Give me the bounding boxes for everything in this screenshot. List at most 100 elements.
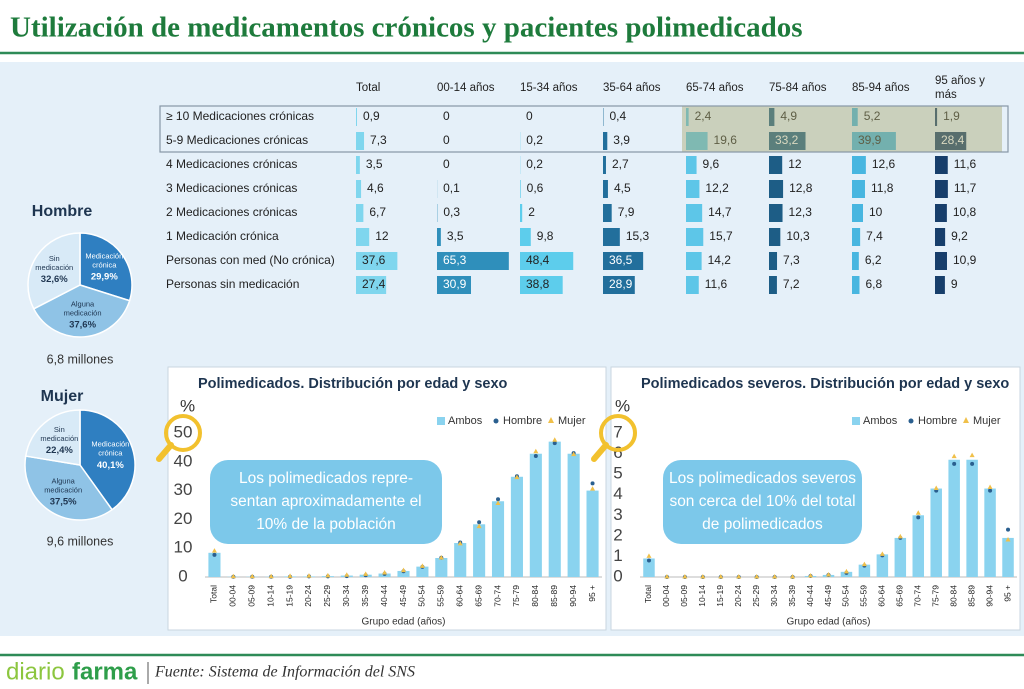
y-tick-label: 5 [613,464,622,483]
cell-bar [852,132,896,150]
point [754,574,760,579]
cell-bar [686,252,702,270]
pie-slice [79,409,136,511]
cell-value: 1,9 [943,109,960,123]
annotation-box [663,460,862,544]
text-line: medicación [44,486,82,495]
magnifier-lens [599,414,637,452]
cell-value: 36,5 [609,253,633,267]
bar [894,537,907,577]
bar [948,459,960,577]
x-tick-label: 90-94 [984,585,994,607]
x-tick-label: 80-84 [530,585,540,607]
cell-value: 3,9 [613,133,630,147]
cell-value: 9,6 [703,157,720,171]
point [287,573,293,578]
pie-slice [24,409,81,466]
point [646,558,651,563]
point [700,574,706,579]
point [325,572,331,578]
cell-value: 14,2 [708,253,732,267]
legend-swatch [437,417,445,425]
point [533,454,538,459]
x-tick-label: 00-04 [661,585,671,607]
y-tick-label: 20 [174,509,193,528]
row-label: 4 Medicaciones crónicas [166,157,297,171]
text-line: Sin [49,254,60,263]
point [736,574,742,579]
cell-bar [520,228,531,246]
annotation-text: son cerca del 10% del total [669,493,855,510]
point [646,553,652,558]
x-tick-label: 50-54 [417,585,427,607]
cell-bar [686,132,708,150]
cell-value: 3,5 [447,229,464,243]
row-label: 2 Medicaciones crónicas [166,205,297,219]
magnifier-handle [591,442,609,462]
legend-swatch [908,418,914,424]
logo-part: farma [72,658,138,685]
cell-bar [686,204,703,222]
x-tick-label: 95 + [1002,585,1012,602]
cell-value: 0,4 [609,109,626,123]
cell-bar [356,204,364,222]
cell-value: 28,4 [941,133,965,147]
row-label: Personas con med (No crónica) [166,253,335,267]
cell-bar [686,108,689,126]
x-tick-label: 25-29 [751,585,761,607]
x-tick-label: 25-29 [322,585,332,607]
text-line: 15-34 años [520,82,578,94]
cell-bar [769,180,784,198]
cell-value: 9,2 [951,229,968,243]
cell-bar [520,252,574,270]
cell-bar [686,156,697,174]
cell-value: 9 [951,277,958,291]
x-tick-label: 65-69 [473,585,483,607]
x-tick-label: 55-59 [436,585,446,607]
legend-swatch [963,417,969,423]
x-tick-label: 30-34 [341,585,351,607]
cell-bar [437,252,509,270]
bar [966,459,978,577]
text-line: medicación [40,434,78,443]
legend-swatch [493,418,499,424]
cell-bar [520,180,521,198]
x-tick-label: 20-24 [303,585,313,607]
point [879,551,885,556]
slice-value: 40,1% [97,460,124,471]
cell-value: 0 [526,109,533,123]
point [951,453,957,459]
cell-bar [603,180,608,198]
point [230,573,236,579]
legend-label: Hombre [918,415,957,427]
cell-bar [935,156,948,174]
y-unit: % [615,396,630,415]
slice-label: Alguna medicación [64,300,102,318]
y-tick-label: 10 [174,538,193,557]
point [495,500,501,506]
slice-label: Medicación crónica [91,440,129,458]
x-tick-label: 85-89 [966,585,976,607]
text-line: 85-94 años [852,82,910,94]
column-header: 65-74 años [686,82,744,94]
cell-value: 0,9 [363,109,380,123]
cell-value: 2 [528,205,535,219]
cell-value: 12,3 [789,205,813,219]
x-axis-label: Grupo edad (años) [787,617,871,628]
cell-value: 7,9 [618,205,635,219]
point [682,574,688,579]
slice-label: Alguna medicación [44,477,82,495]
x-tick-label: 85-89 [549,585,559,607]
cell-value: 0,6 [527,181,544,195]
y-tick-label: 40 [174,451,193,470]
y-tick-label: 7 [613,422,622,441]
cell-value: 7,4 [866,229,883,243]
x-tick-label: 40-44 [379,585,389,607]
cell-bar [603,252,644,270]
y-tick-label: 1 [613,546,622,565]
y-tick-label: 2 [613,525,622,544]
x-tick-label: 10-14 [697,585,707,607]
bar [491,501,505,577]
cell-bar [520,276,563,294]
